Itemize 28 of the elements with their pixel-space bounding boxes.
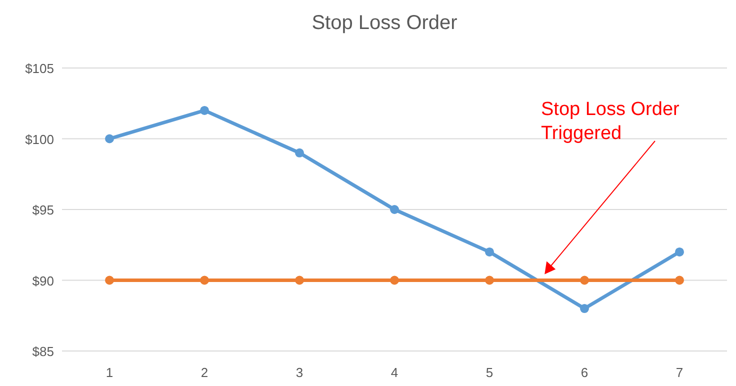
point	[295, 148, 304, 158]
x-tick-label: 6	[580, 365, 588, 380]
point	[675, 247, 684, 256]
annotation: Stop Loss Order Triggered	[541, 99, 680, 144]
y-tick-label: $95	[32, 202, 54, 218]
x-tick-label: 7	[676, 365, 684, 380]
x-tick-label: 5	[486, 365, 494, 380]
point	[580, 304, 589, 314]
point	[485, 276, 494, 285]
point	[295, 276, 304, 285]
point	[390, 205, 399, 214]
point	[580, 276, 589, 285]
y-tick-label: $105	[25, 61, 54, 76]
chart-title: Stop Loss Order	[312, 12, 458, 34]
point	[105, 276, 114, 285]
x-tick-label: 2	[200, 365, 208, 380]
point	[485, 247, 494, 256]
point	[390, 276, 399, 285]
y-tick-label: $90	[32, 273, 54, 288]
point	[200, 276, 209, 285]
x-tick-label: 1	[106, 365, 114, 380]
point	[200, 106, 209, 115]
point	[675, 276, 684, 285]
y-tick-label: $100	[25, 132, 54, 147]
x-tick-label: 4	[390, 365, 398, 380]
x-tick-label: 3	[296, 365, 304, 380]
point	[105, 134, 114, 144]
y-tick-label: $85	[32, 344, 54, 359]
